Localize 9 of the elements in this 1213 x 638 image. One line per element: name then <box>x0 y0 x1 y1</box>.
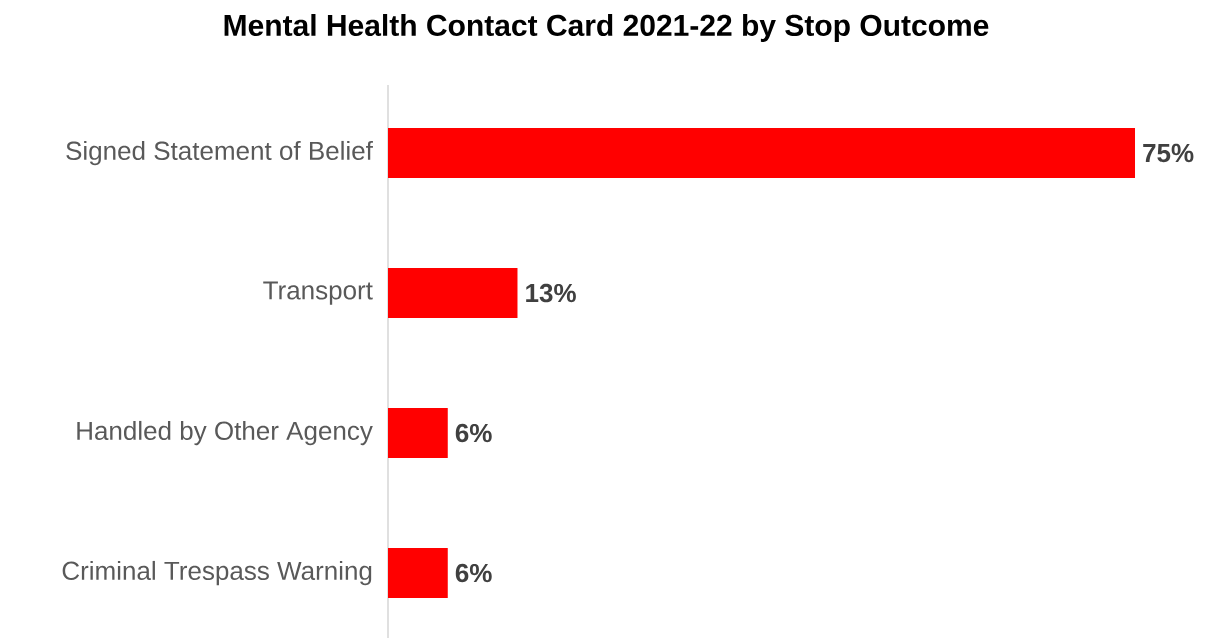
data-label: 6% <box>455 423 492 443</box>
y-tick-label: Handled by Other Agency <box>77 420 373 446</box>
y-tick-label: Transport <box>263 281 373 305</box>
y-tick-label: Criminal Trespass Warning <box>62 560 372 586</box>
data-label: 6% <box>455 563 492 583</box>
y-tick-label: Signed Statement of Belief <box>66 140 373 166</box>
chart-title: Mental Health Contact Card 2021-22 by Stop Outcome <box>224 14 989 42</box>
data-label: 13% <box>526 283 576 303</box>
data-label: 75% <box>1143 143 1194 163</box>
